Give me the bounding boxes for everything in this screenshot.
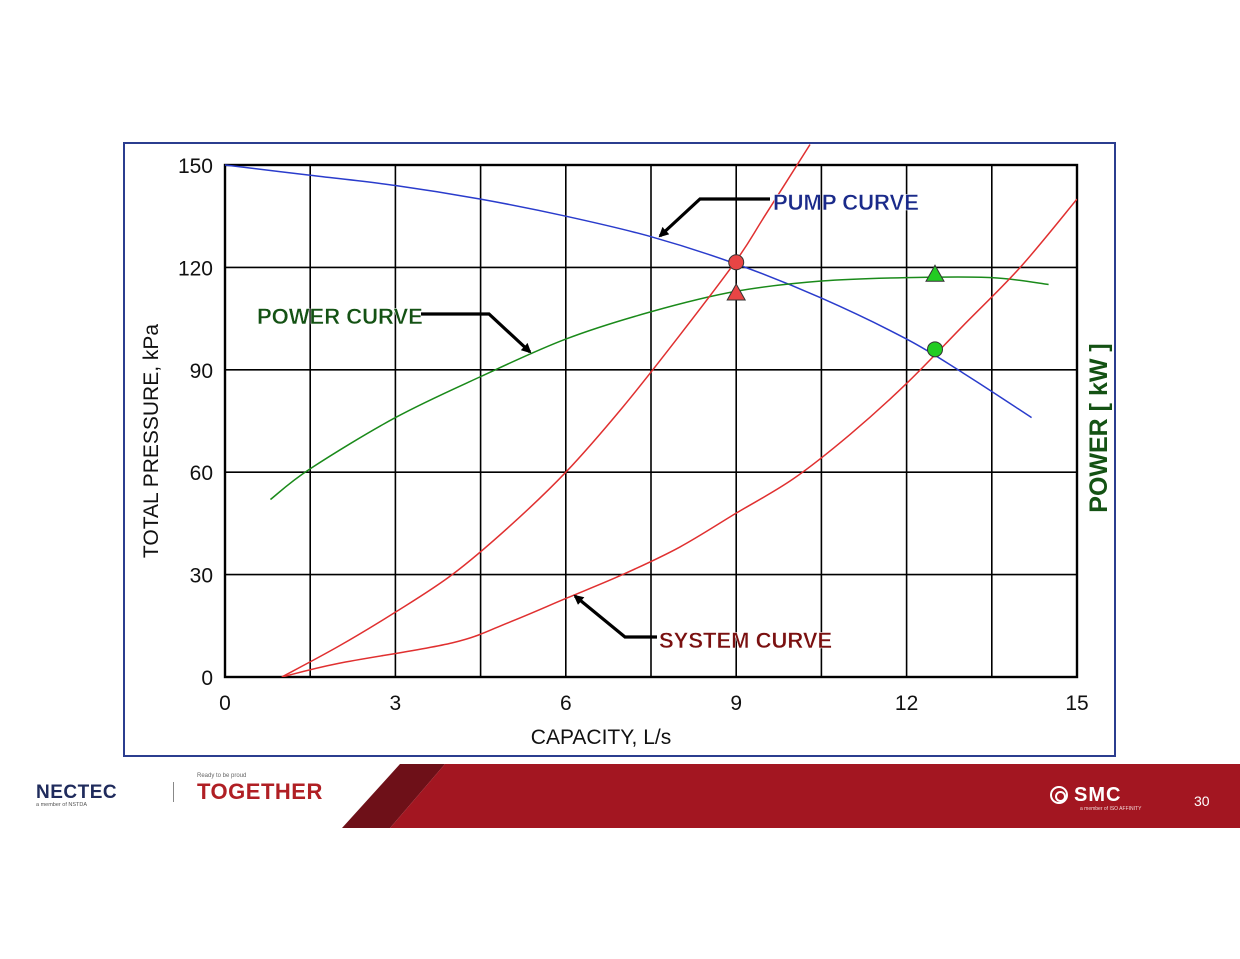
- footer-bar: [342, 764, 1240, 828]
- power-curve-line: [269, 276, 1049, 501]
- operating-point-marker: [728, 254, 745, 271]
- together-tagline: Ready to be proud: [197, 773, 247, 779]
- pump-curve-line: [225, 164, 1032, 419]
- y-axis-label: TOTAL PRESSURE, kPa: [140, 324, 163, 558]
- x-tick-label: 9: [730, 692, 742, 715]
- y-tick-label: 90: [190, 360, 213, 383]
- system-curve-arrow: [573, 594, 657, 639]
- power-curve-arrow: [421, 312, 532, 354]
- y-tick-label: 120: [178, 257, 213, 280]
- system-curve-label: SYSTEM CURVE: [659, 628, 832, 653]
- nectec-logo: NECTEC: [36, 782, 118, 803]
- y-tick-label: 0: [201, 667, 213, 690]
- x-axis-label: CAPACITY, L/s: [531, 726, 671, 749]
- x-tick-label: 6: [560, 692, 572, 715]
- power-point-marker: [726, 282, 747, 301]
- operating-point-marker: [927, 341, 943, 358]
- footer-bar-dark-stripe: [342, 764, 445, 828]
- nectec-subtitle: a member of NSTDA: [36, 802, 88, 808]
- logo-divider: [173, 782, 174, 802]
- pump-curve-label: PUMP CURVE: [773, 190, 919, 215]
- y-tick-label: 60: [190, 462, 213, 485]
- curves-group: [225, 144, 1077, 677]
- page-number: 30: [1194, 793, 1210, 809]
- smc-subtitle: a member of ISO AFFINITY: [1080, 806, 1142, 812]
- smc-logo: SMC: [1074, 784, 1122, 806]
- y-tick-label: 30: [190, 565, 213, 588]
- chart-frame: 0 3 6 9 12 15 0 30 60 90 120 150 CAPACITY, L/s TOTAL …: [123, 142, 1116, 757]
- x-tick-label: 15: [1065, 692, 1088, 715]
- x-tick-label: 12: [895, 692, 918, 715]
- system-flat-curve-line: [281, 198, 1077, 677]
- x-tick-label: 3: [390, 692, 402, 715]
- power-curve-label: POWER CURVE: [257, 304, 423, 329]
- power-point-marker: [925, 264, 945, 282]
- power-axis-label: POWER [ kW ]: [1085, 343, 1113, 512]
- system-steep-curve-line: [281, 144, 811, 677]
- plot-frame: [223, 163, 1079, 679]
- footer-bar-main: [390, 764, 1240, 828]
- y-tick-label: 150: [178, 155, 213, 178]
- together-logo: TOGETHER: [197, 779, 323, 804]
- smc-logo-icon: [1050, 786, 1068, 804]
- pump-curve-arrow: [658, 197, 770, 238]
- x-tick-label: 0: [219, 692, 231, 715]
